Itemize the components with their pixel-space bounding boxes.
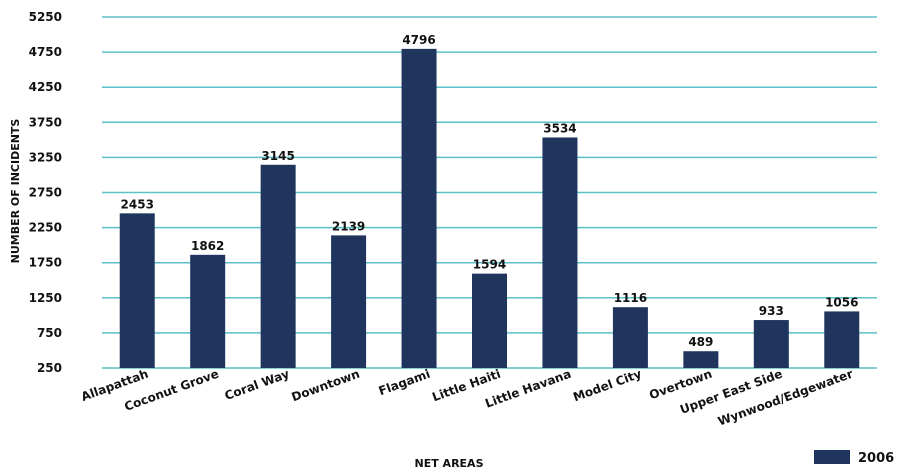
y-axis-tick-labels: 250 750 1250 1750 2250 2750 3250 3750 4250 4750 52…: [29, 10, 62, 375]
data-label: 1116: [614, 291, 647, 305]
data-label: 1056: [825, 295, 858, 309]
x-tick-label: Coral Way: [223, 367, 292, 403]
bar: [542, 137, 578, 368]
y-tick-label: 1250: [29, 291, 62, 305]
x-tick-label: Wynwood/Edgewater: [716, 367, 855, 429]
bars: [119, 48, 860, 369]
y-tick-label: 4750: [29, 45, 62, 59]
y-axis-title: NUMBER OF INCIDENTS: [9, 119, 22, 264]
y-tick-label: 250: [37, 361, 62, 375]
y-tick-label: 4250: [29, 80, 62, 94]
legend-swatch: [814, 450, 850, 464]
data-label: 4796: [402, 33, 435, 47]
y-tick-label: 2250: [29, 221, 62, 235]
data-label: 2453: [121, 197, 154, 211]
bar: [190, 254, 226, 368]
x-tick-label: Downtown: [290, 367, 362, 405]
y-tick-label: 1750: [29, 256, 62, 270]
bar: [683, 351, 719, 368]
bar: [612, 307, 648, 368]
data-label: 933: [759, 304, 784, 318]
y-tick-label: 3750: [29, 115, 62, 129]
gridlines: [102, 16, 877, 369]
y-tick-label: 2750: [29, 186, 62, 200]
legend-label: 2006: [858, 451, 894, 466]
y-tick-label: 750: [37, 326, 62, 340]
bar: [753, 320, 789, 368]
y-tick-label: 5250: [29, 10, 62, 24]
bar: [260, 164, 296, 368]
bar: [401, 48, 437, 369]
legend: 2006: [814, 450, 894, 466]
data-label: 3534: [543, 121, 576, 135]
data-label: 1594: [473, 258, 506, 272]
data-labels: 2453 1862 3145 2139 4796 1594 3534 1116 489 933 10…: [121, 33, 859, 349]
bar: [824, 311, 860, 368]
data-label: 2139: [332, 219, 365, 233]
data-label: 3145: [261, 149, 294, 163]
x-tick-label: Flagami: [377, 367, 432, 399]
data-label: 1862: [191, 239, 224, 253]
bar: [331, 235, 367, 368]
x-tick-label: Model City: [571, 367, 643, 405]
bar: [472, 273, 507, 368]
x-axis-title: NET AREAS: [415, 457, 484, 470]
data-label: 489: [688, 335, 713, 349]
y-tick-label: 3250: [29, 150, 62, 164]
bar: [119, 213, 155, 368]
